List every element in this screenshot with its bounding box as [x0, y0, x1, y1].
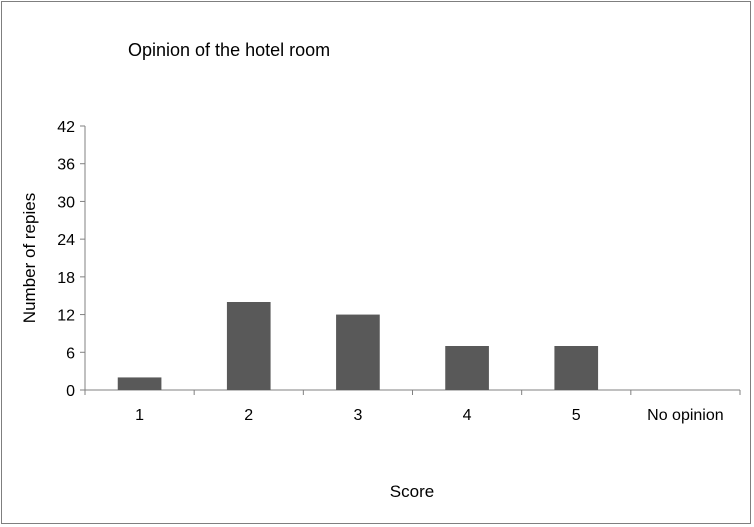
chart-title: Opinion of the hotel room [128, 40, 330, 60]
y-axis-label: Number of repies [20, 193, 39, 323]
y-tick-label: 0 [66, 383, 75, 400]
y-tick-label: 18 [57, 270, 75, 287]
bar-1 [117, 377, 162, 390]
y-tick-label: 36 [57, 157, 75, 174]
bar-2 [226, 302, 271, 390]
y-tick-label: 12 [57, 308, 75, 325]
x-tick-label: 5 [572, 407, 581, 424]
x-tick-labels: 1 2 3 4 5 No opinion [135, 407, 724, 424]
y-tick-label: 24 [57, 232, 75, 249]
axes [80, 125, 741, 395]
bar-4 [445, 346, 489, 390]
bars [117, 302, 599, 390]
x-tick-label: No opinion [647, 407, 724, 424]
x-tick-label: 2 [244, 407, 253, 424]
bar-3 [336, 314, 380, 390]
y-tick-label: 42 [57, 119, 75, 136]
y-tick-label: 6 [66, 345, 75, 362]
bar-5 [554, 346, 599, 390]
y-tick-label: 30 [57, 194, 75, 211]
y-tick-labels: 0 6 12 18 24 30 36 42 [57, 119, 75, 400]
x-axis-label: Score [390, 482, 434, 501]
x-tick-label: 1 [135, 407, 144, 424]
x-tick-label: 3 [353, 407, 362, 424]
x-tick-label: 4 [463, 407, 472, 424]
